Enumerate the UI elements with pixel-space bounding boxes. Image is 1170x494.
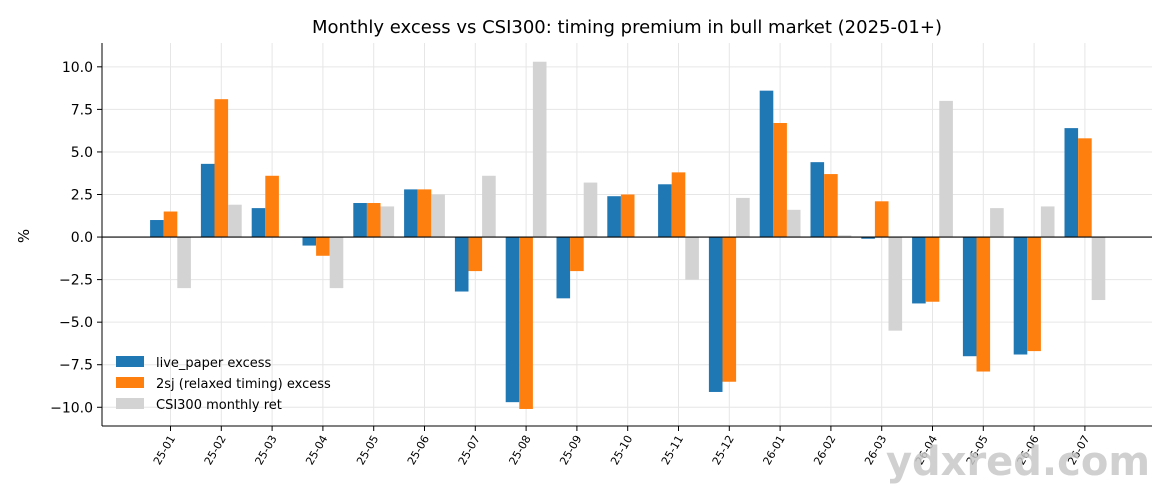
- bars: [150, 61, 1106, 409]
- bar-relaxed-timing-26-04: [925, 237, 940, 302]
- bar-relaxed-timing-26-05: [976, 237, 991, 372]
- bar-live-paper-26-04: [912, 237, 926, 304]
- x-tick-label: 25-08: [506, 433, 533, 467]
- bar-relaxed-timing-25-02: [214, 99, 229, 238]
- bar-live-paper-26-05: [962, 237, 977, 357]
- y-tick-label: −7.5: [59, 358, 93, 374]
- bar-csi300-26-07: [1091, 237, 1106, 301]
- bar-csi300-25-07: [482, 175, 496, 238]
- bar-relaxed-timing-25-08: [519, 237, 533, 409]
- y-ticks: −10.0 −7.5 −5.0 −2.5 0.0 2.5 5.0 7.5 10.0: [50, 60, 102, 416]
- bar-relaxed-timing-26-06: [1027, 237, 1041, 352]
- x-tick-label: 25-03: [252, 433, 279, 467]
- bar-csi300-26-03: [888, 237, 903, 331]
- bar-live-paper-26-06: [1013, 237, 1028, 355]
- bar-live-paper-25-08: [505, 237, 520, 403]
- bar-csi300-25-01: [177, 237, 191, 289]
- bar-live-paper-26-03: [861, 237, 875, 239]
- bar-live-paper-25-05: [353, 203, 367, 238]
- bar-live-paper-25-09: [556, 237, 571, 299]
- bar-live-paper-26-07: [1064, 128, 1079, 238]
- bar-live-paper-25-10: [607, 196, 621, 238]
- legend-label: 2sj (relaxed timing) excess: [156, 377, 331, 392]
- bar-csi300-26-01: [786, 209, 801, 238]
- y-tick-label: 10.0: [62, 60, 93, 76]
- watermark: ydxred.com: [886, 439, 1150, 485]
- y-tick-label: 5.0: [71, 145, 93, 161]
- legend-swatch: [116, 356, 144, 367]
- x-tick-label: 25-10: [608, 433, 635, 467]
- bar-live-paper-25-04: [302, 237, 317, 246]
- x-tick-label: 25-09: [557, 433, 584, 467]
- bar-csi300-26-04: [939, 100, 953, 238]
- y-tick-label: 0.0: [71, 230, 93, 246]
- bar-live-paper-26-01: [759, 90, 774, 238]
- y-tick-label: 2.5: [71, 187, 93, 203]
- bar-csi300-25-06: [431, 194, 445, 238]
- x-tick-label: 25-02: [202, 433, 229, 467]
- bar-relaxed-timing-25-05: [366, 203, 381, 238]
- bar-relaxed-timing-25-01: [163, 211, 178, 238]
- bar-relaxed-timing-26-02: [824, 174, 838, 238]
- y-tick-label: −2.5: [59, 273, 93, 289]
- x-tick-label: 25-07: [456, 433, 483, 467]
- bar-csi300-25-02: [228, 204, 242, 238]
- bar-live-paper-25-11: [658, 184, 672, 238]
- x-tick-label: 26-02: [811, 433, 838, 467]
- y-tick-label: −10.0: [50, 400, 93, 416]
- legend-swatch: [116, 398, 144, 409]
- bar-csi300-25-11: [685, 237, 699, 280]
- bar-relaxed-timing-25-11: [671, 172, 686, 238]
- bar-csi300-26-02: [837, 235, 852, 238]
- x-tick-label: 25-06: [405, 433, 432, 467]
- bar-live-paper-25-02: [200, 163, 215, 238]
- legend: live_paper excess 2sj (relaxed timing) ex…: [116, 356, 331, 413]
- y-tick-label: 7.5: [71, 102, 93, 118]
- bar-live-paper-25-12: [708, 237, 723, 392]
- bar-relaxed-timing-26-03: [874, 201, 889, 238]
- axes: [101, 43, 1152, 427]
- x-tick-label: 25-04: [303, 433, 330, 467]
- bar-relaxed-timing-25-03: [265, 175, 279, 238]
- bar-live-paper-26-02: [810, 162, 825, 238]
- bar-live-paper-25-07: [454, 237, 469, 292]
- bar-csi300-25-04: [329, 237, 344, 289]
- y-tick-label: −5.0: [59, 315, 93, 331]
- bar-csi300-26-05: [990, 208, 1004, 238]
- legend-label: CSI300 monthly ret: [156, 398, 282, 413]
- bar-relaxed-timing-25-04: [316, 237, 330, 256]
- x-tick-label: 26-01: [760, 433, 787, 467]
- bar-csi300-26-06: [1040, 206, 1055, 238]
- bar-relaxed-timing-25-10: [620, 194, 635, 238]
- bar-csi300-25-08: [532, 61, 547, 238]
- bar-relaxed-timing-25-06: [417, 189, 432, 238]
- bar-relaxed-timing-26-01: [773, 123, 787, 238]
- bar-live-paper-25-06: [404, 189, 418, 238]
- x-tick-label: 25-11: [659, 433, 686, 467]
- x-tick-label: 25-12: [710, 433, 737, 467]
- bar-csi300-25-05: [380, 206, 395, 238]
- x-tick-label: 25-05: [354, 433, 381, 467]
- legend-label: live_paper excess: [156, 356, 272, 371]
- chart-title: Monthly excess vs CSI300: timing premium…: [312, 17, 942, 38]
- bar-live-paper-25-03: [251, 208, 266, 238]
- x-tick-label: 25-01: [151, 433, 178, 467]
- bar-relaxed-timing-26-07: [1078, 138, 1092, 238]
- bar-relaxed-timing-25-09: [570, 237, 584, 272]
- bar-csi300-25-09: [583, 182, 598, 238]
- legend-swatch: [116, 377, 144, 388]
- bar-live-paper-25-01: [150, 220, 164, 238]
- bar-relaxed-timing-25-12: [722, 237, 737, 382]
- bar-relaxed-timing-25-07: [468, 237, 483, 272]
- y-axis-label: %: [15, 229, 33, 243]
- bar-csi300-25-12: [736, 197, 750, 238]
